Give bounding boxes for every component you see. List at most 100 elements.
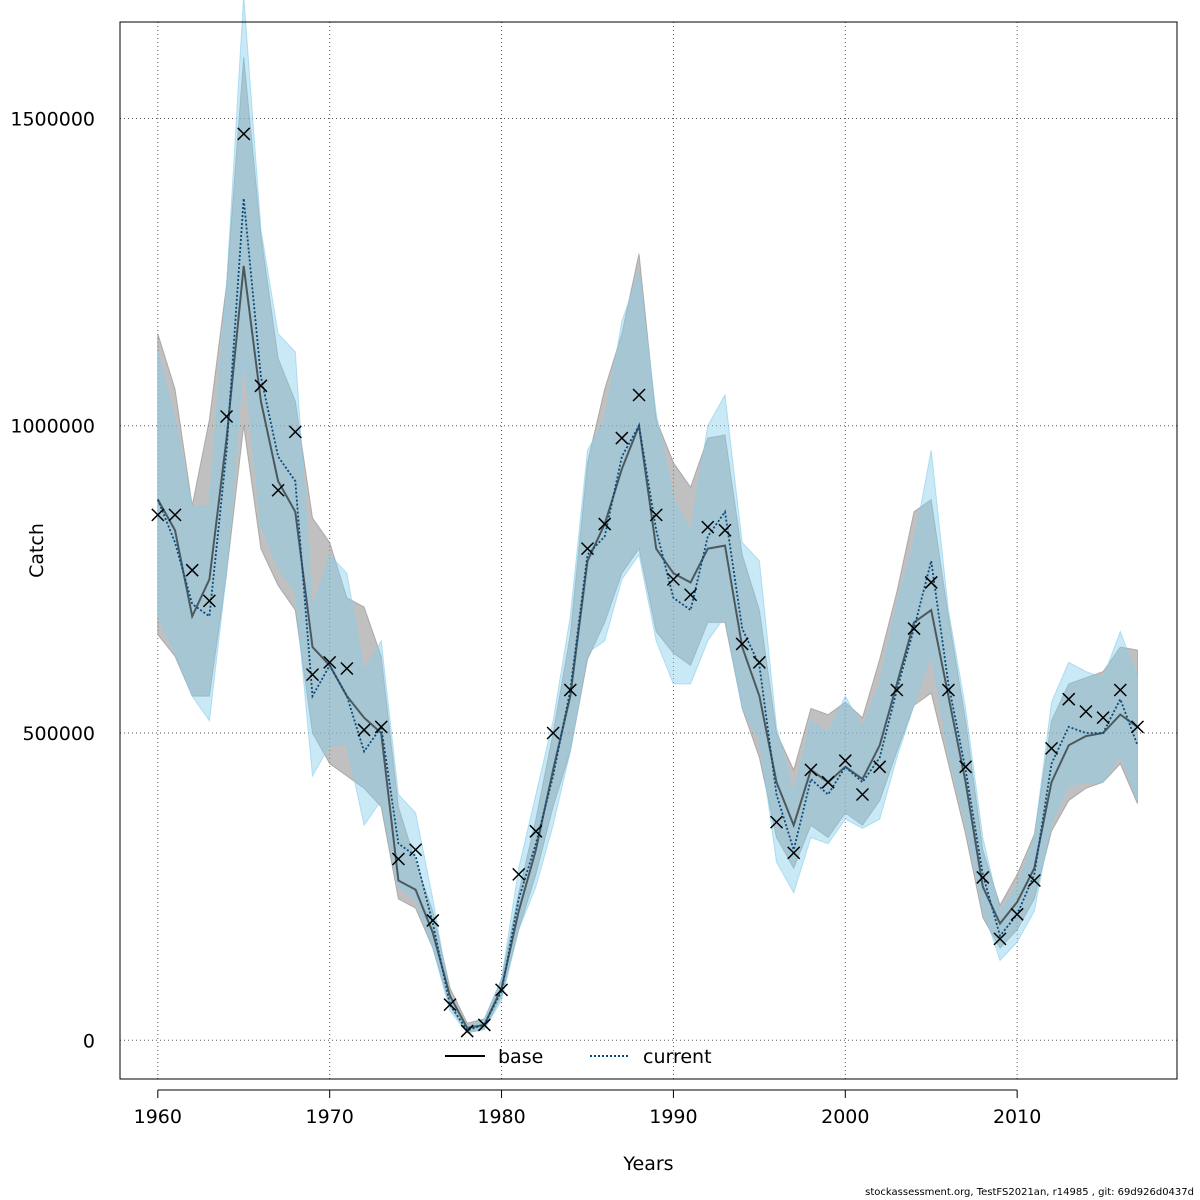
observed-stroke	[185, 563, 199, 577]
plot-frame	[119, 21, 1178, 1080]
y-tick-label-500000: 500000	[22, 723, 95, 745]
observed-point-2000	[838, 754, 852, 768]
observed-stroke	[409, 843, 423, 857]
observed-point-1971	[340, 661, 354, 676]
observed-stroke	[254, 379, 268, 393]
observed-stroke	[1010, 907, 1024, 921]
observed-point-2004	[907, 622, 921, 636]
observed-stroke	[305, 668, 320, 682]
observed-stroke	[976, 870, 990, 884]
observed-point-1974	[391, 852, 405, 866]
line-base	[156, 265, 1139, 1030]
observed-point-2006	[941, 683, 955, 697]
observed-stroke	[598, 517, 612, 531]
observed-point-1999	[821, 775, 835, 789]
observed-stroke	[202, 594, 216, 608]
observed-stroke	[168, 508, 182, 522]
observed-stroke	[340, 661, 354, 676]
y-tick-label-1500000: 1500000	[10, 108, 95, 130]
band-current	[157, 0, 1138, 1034]
x-tick-label-2010: 2010	[993, 1106, 1041, 1128]
observed-stroke	[529, 824, 543, 838]
observed-point-1981	[512, 867, 526, 881]
observed-stroke	[391, 852, 405, 866]
observed-point-1990	[666, 572, 680, 586]
observed-point-1985	[580, 542, 595, 556]
observed-stroke	[821, 775, 835, 789]
observed-point-2013	[1062, 692, 1076, 706]
observed-stroke	[563, 683, 577, 697]
observed-stroke	[1096, 711, 1110, 725]
observed-point-1973	[374, 720, 388, 734]
observed-stroke	[323, 655, 337, 669]
legend-label-base: base	[498, 1046, 543, 1068]
footer-credit: stockassessment.org, TestFS2021an, r1498…	[865, 1187, 1194, 1198]
observed-stroke	[752, 655, 766, 669]
observed-point-1980	[495, 983, 509, 997]
x-tick-label-2000: 2000	[821, 1106, 869, 1128]
observed-point-1997	[787, 846, 801, 860]
observed-point-2014	[1079, 704, 1093, 719]
observed-point-1983	[546, 726, 560, 740]
observed-point-1988	[632, 388, 646, 402]
legend-label-current: current	[643, 1046, 712, 1068]
observed-point-2012	[1045, 741, 1059, 755]
observed-stroke	[1130, 720, 1145, 734]
observed-stroke	[855, 787, 870, 802]
observed-stroke	[1027, 873, 1041, 888]
observed-point-1995	[752, 655, 766, 669]
observed-stroke	[632, 388, 646, 402]
observed-point-1994	[735, 637, 749, 651]
observed-stroke	[649, 508, 663, 522]
x-tick-label-1970: 1970	[306, 1106, 354, 1128]
observed-point-1964	[220, 410, 234, 424]
observed-stroke	[1045, 741, 1059, 755]
observed-point-2016	[1113, 683, 1127, 697]
observed-stroke	[684, 588, 698, 602]
observed-stroke	[237, 127, 251, 141]
observed-markers	[151, 127, 1145, 1038]
observed-point-1968	[288, 425, 302, 439]
observed-stroke	[477, 1018, 491, 1032]
observed-point-1961	[168, 508, 182, 522]
observed-point-2009	[993, 932, 1007, 946]
observed-point-1991	[684, 588, 698, 602]
observed-stroke	[460, 1024, 474, 1038]
observed-point-1992	[701, 520, 715, 534]
observed-point-1977	[443, 998, 457, 1012]
observed-stroke	[495, 983, 509, 997]
observed-point-1967	[271, 483, 285, 497]
observed-point-2007	[959, 760, 973, 774]
observed-point-2017	[1130, 720, 1145, 734]
observed-stroke	[838, 754, 852, 768]
y-tick-label-0: 0	[83, 1030, 95, 1052]
observed-point-2005	[924, 575, 938, 589]
legend: base current	[445, 1046, 712, 1068]
observed-point-2015	[1096, 711, 1110, 725]
observed-point-1989	[649, 508, 663, 522]
observed-stroke	[804, 763, 818, 777]
observed-stroke	[890, 683, 904, 697]
observed-point-1963	[202, 594, 216, 608]
x-tick-label-1980: 1980	[477, 1106, 525, 1128]
observed-point-1962	[185, 563, 199, 577]
observed-stroke	[701, 520, 715, 534]
observed-point-2001	[855, 787, 870, 802]
observed-point-1987	[615, 431, 629, 445]
observed-point-1966	[254, 379, 268, 393]
observed-point-1993	[718, 523, 732, 537]
observed-point-1982	[529, 824, 543, 838]
observed-point-2011	[1027, 873, 1041, 888]
observed-point-1970	[323, 655, 337, 669]
confidence-bands	[157, 0, 1138, 1034]
observed-stroke	[666, 572, 680, 586]
y-tick-label-1000000: 1000000	[10, 416, 95, 438]
observed-point-2003	[890, 683, 904, 697]
observed-point-2008	[976, 870, 990, 884]
observed-stroke	[1079, 704, 1093, 719]
observed-stroke	[288, 425, 302, 439]
observed-point-1998	[804, 763, 818, 777]
series-lines	[156, 198, 1139, 1032]
x-axis-title: Years	[622, 1153, 673, 1175]
